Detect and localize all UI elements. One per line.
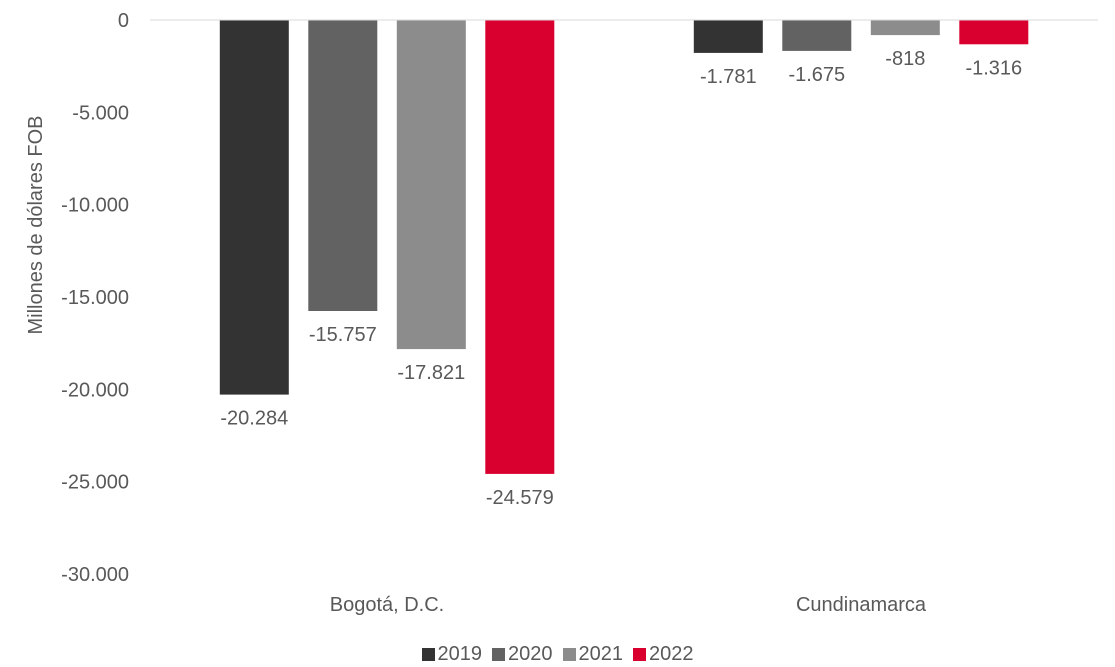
y-axis-title: Millones de dólares FOB [25, 116, 47, 335]
data-label: -24.579 [486, 487, 554, 509]
y-tick-label: -5.000 [72, 102, 129, 124]
bar-2022-bogota [485, 20, 555, 474]
bar-2021-cundinamarca [870, 20, 940, 36]
data-label: -1.316 [965, 57, 1022, 79]
data-label: -20.284 [220, 408, 288, 430]
legend-label: 2021 [578, 643, 624, 665]
bar-2019-bogota [219, 20, 289, 395]
y-tick-label: -25.000 [61, 472, 129, 494]
data-label: -17.821 [397, 362, 465, 384]
data-label: -1.781 [700, 66, 757, 88]
bar-2022-cundinamarca [959, 20, 1029, 45]
legend-item-2019: 2019 [421, 642, 483, 666]
legend-swatch [492, 647, 505, 661]
y-tick-label: 0 [118, 10, 129, 32]
legend-swatch [562, 647, 576, 661]
y-tick-label: -10.000 [61, 195, 129, 217]
legend-label: 2022 [649, 643, 694, 665]
y-tick-label: -15.000 [61, 287, 129, 309]
data-label: -15.757 [309, 324, 377, 346]
x-category-label: Bogotá, D.C. [330, 594, 445, 616]
legend-swatch [421, 647, 435, 661]
legend-item-2022: 2022 [633, 642, 694, 666]
y-tick-label: -20.000 [61, 379, 129, 401]
data-label: -1.675 [788, 64, 845, 86]
chart-legend: 2019 2020 2021 2022 [0, 642, 1115, 666]
legend-swatch [633, 647, 646, 661]
bar-2020-bogota [308, 20, 378, 311]
legend-item-2020: 2020 [492, 642, 553, 666]
legend-label: 2020 [508, 643, 553, 665]
x-category-label: Cundinamarca [796, 594, 927, 616]
legend-item-2021: 2021 [562, 642, 624, 666]
bar-2019-cundinamarca [693, 20, 763, 53]
bar-2021-bogota [396, 20, 466, 350]
bar-2020-cundinamarca [782, 20, 852, 51]
data-label: -818 [885, 48, 925, 70]
legend-label: 2019 [437, 643, 483, 665]
y-tick-label: -30.000 [61, 564, 129, 586]
